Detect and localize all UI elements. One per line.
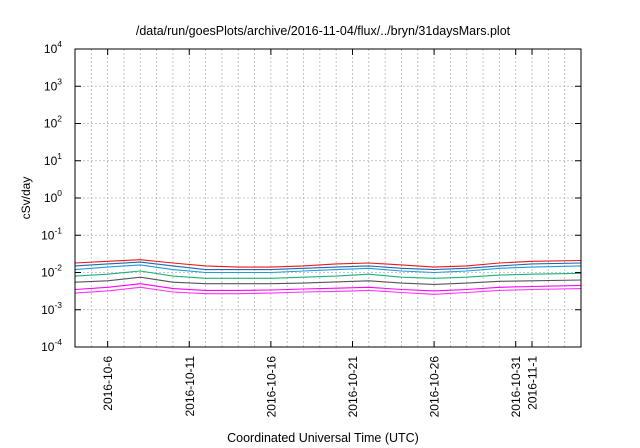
- x-tick-label: 2016-10-16: [264, 356, 278, 418]
- x-tick-label: 2016-10-31: [509, 356, 523, 418]
- series-line-1: [74, 259, 582, 268]
- y-tick-exponent: -2: [54, 263, 62, 273]
- y-tick-label: 104: [44, 39, 62, 56]
- y-tick-label: 10-4: [41, 337, 62, 354]
- y-tick-label: 101: [44, 151, 62, 168]
- x-tick-layer: 2016-10-6 2016-10-11 2016-10-16 2016-10-21 2…: [101, 49, 540, 418]
- x-tick-label: 2016-10-26: [428, 356, 442, 418]
- y-tick-exponent: -3: [54, 300, 62, 310]
- series-line-7: [74, 286, 582, 295]
- x-axis-label: Coordinated Universal Time (UTC): [227, 431, 419, 445]
- series-line-6: [74, 283, 582, 292]
- y-axis-label: cSv/day: [19, 177, 33, 220]
- x-tick-label: 2016-10-21: [346, 356, 360, 418]
- y-tick-label: 102: [44, 114, 62, 131]
- y-tick-exponent: 0: [57, 188, 62, 198]
- series-layer: [74, 259, 582, 295]
- plot-frame: [74, 48, 582, 348]
- x-tick-label: 2016-10-11: [183, 356, 197, 417]
- x-tick-label: 2016-11-1: [526, 356, 540, 410]
- y-tick-label: 100: [44, 188, 62, 205]
- grid-layer: [75, 49, 581, 347]
- y-tick-label: 10-2: [41, 263, 62, 280]
- series-line-2: [74, 261, 582, 271]
- y-tick-exponent: 2: [57, 114, 62, 124]
- y-tick-exponent: -4: [54, 337, 62, 347]
- chart-title: /data/run/goesPlots/archive/2016-11-04/f…: [136, 24, 511, 38]
- y-tick-exponent: 3: [57, 76, 62, 86]
- y-tick-exponent: 1: [57, 151, 62, 161]
- series-line-4: [74, 270, 582, 279]
- series-line-5: [74, 276, 582, 285]
- y-tick-label: 10-3: [41, 300, 62, 317]
- x-tick-label: 2016-10-6: [101, 356, 115, 411]
- y-tick-exponent: 4: [57, 39, 62, 49]
- y-tick-exponent: -1: [54, 225, 62, 235]
- series-line-3: [74, 264, 582, 274]
- y-tick-label: 103: [44, 76, 62, 93]
- y-tick-label: 10-1: [41, 225, 62, 242]
